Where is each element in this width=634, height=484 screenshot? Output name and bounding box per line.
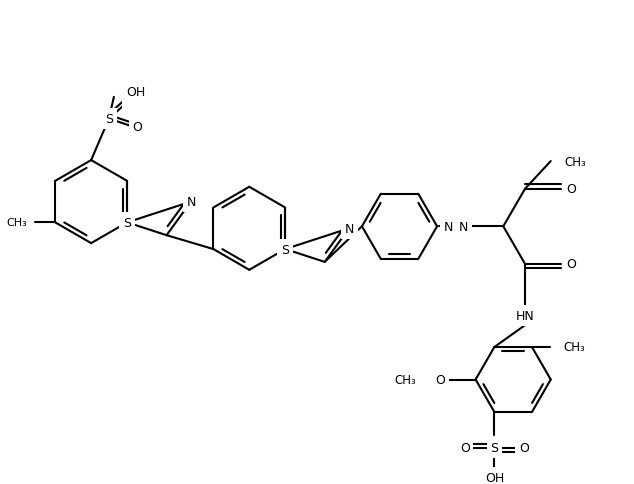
Text: O: O xyxy=(435,373,445,386)
Text: S: S xyxy=(490,441,498,454)
Text: CH₃: CH₃ xyxy=(394,373,417,386)
Text: S: S xyxy=(281,243,289,256)
Text: N: N xyxy=(344,222,354,235)
Text: OH: OH xyxy=(126,86,145,99)
Text: O: O xyxy=(567,258,576,271)
Text: O: O xyxy=(567,183,576,196)
Text: O: O xyxy=(133,121,143,134)
Text: S: S xyxy=(123,216,131,229)
Text: O: O xyxy=(519,441,529,454)
Text: CH₃: CH₃ xyxy=(7,218,27,228)
Text: O: O xyxy=(460,441,470,454)
Text: CH₃: CH₃ xyxy=(564,341,585,354)
Text: OH: OH xyxy=(485,471,504,484)
Text: S: S xyxy=(105,113,113,126)
Text: N: N xyxy=(444,220,453,233)
Text: CH₃: CH₃ xyxy=(564,155,586,168)
Text: O: O xyxy=(126,92,136,105)
Text: HN: HN xyxy=(515,309,534,322)
Text: N: N xyxy=(459,220,469,233)
Text: N: N xyxy=(186,196,196,209)
